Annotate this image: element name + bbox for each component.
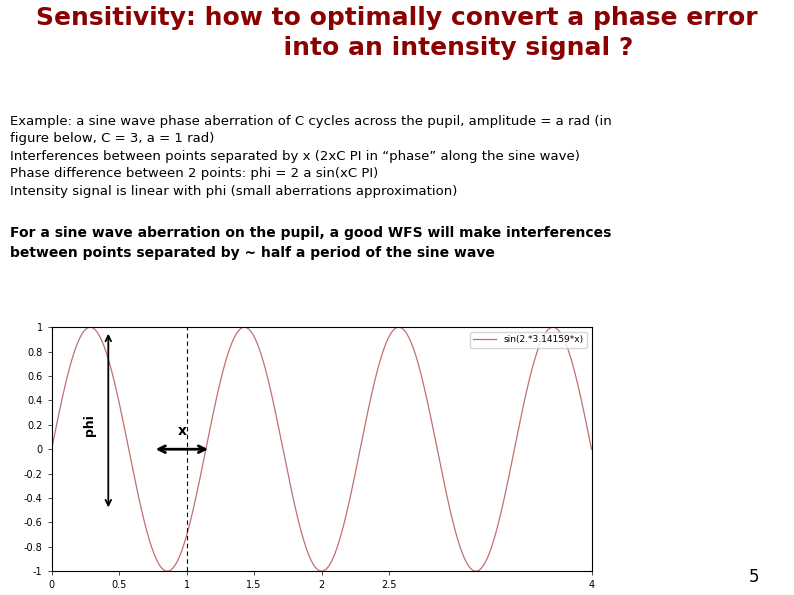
Text: Example: a sine wave phase aberration of C cycles across the pupil, amplitude = : Example: a sine wave phase aberration of…	[10, 115, 611, 198]
Text: phi: phi	[83, 414, 96, 436]
Text: Sensitivity: how to optimally convert a phase error
              into an intens: Sensitivity: how to optimally convert a …	[37, 6, 757, 60]
Text: x: x	[178, 424, 187, 438]
Text: 5: 5	[749, 568, 760, 586]
Text: For a sine wave aberration on the pupil, a good WFS will make interferences
betw: For a sine wave aberration on the pupil,…	[10, 226, 611, 260]
Legend: sin(2.*3.14159*x): sin(2.*3.14159*x)	[470, 332, 587, 348]
